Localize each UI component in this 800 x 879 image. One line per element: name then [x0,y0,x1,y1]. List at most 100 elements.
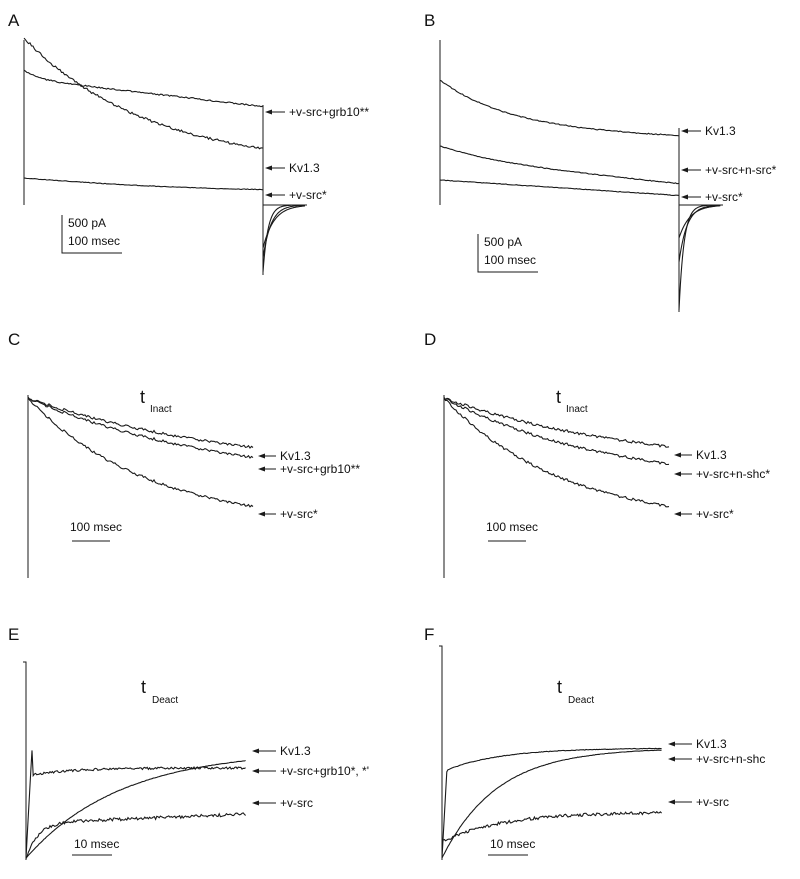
series-arrow [265,165,285,171]
scale-bar-time-label: 100 msec [68,234,120,248]
tail-current-1 [262,204,305,273]
tau-subscript: Inact [566,404,588,415]
series-arrow [681,194,701,200]
panel-b: B Kv1.3 +v-src+n-src* +v-src* 500 pA 100 msec [424,11,777,312]
scale-bar: 10 msec [488,837,535,856]
scale-bar-time-label: 10 msec [74,837,119,851]
series-label: +v-src+n-src* [705,163,777,177]
panel-f: F Kv1.3+v-src+n-shc +v-src t Deact 10 msec [424,625,765,860]
tau-symbol: t [140,387,145,407]
series-arrow [265,109,285,115]
panel-label: F [424,625,434,644]
panel-label: C [8,330,20,349]
scale-bar-current-label: 500 pA [484,235,522,249]
series-label: Kv1.3 [705,124,736,138]
series-label: +v-src [696,795,729,809]
trace-3 [23,37,263,150]
panel-c: C Kv1.3+v-src+grb10** +v-src* t Inact 100 mse… [8,330,360,578]
series-arrow [668,741,692,747]
trace-1 [439,179,679,196]
trace-3 [27,397,254,508]
series-label: +v-src+n-shc [696,752,765,766]
panel-a: A +v-src+grb10** Kv1.3 +v-src* 500 pA 100 mse… [8,11,369,275]
series-label: +v-src+grb10** [280,462,360,476]
tau-symbol: t [556,387,561,407]
tau-label: t Inact [556,387,588,415]
trace-3 [25,812,246,860]
series-label: Kv1.3 [280,744,311,758]
series-arrow [252,768,276,774]
series-label: +v-src* [289,188,327,202]
scale-bar: 100 msec [486,520,538,542]
scale-bar-current-label: 500 pA [68,216,106,230]
panel-label: D [424,330,436,349]
series-label: +v-src* [280,507,318,521]
scale-bar-time-label: 10 msec [490,837,535,851]
series-arrow [674,471,692,477]
trace-2 [439,145,679,185]
trace-3 [443,397,670,508]
series-arrow [668,756,692,762]
trace-1 [443,397,670,448]
trace-2 [443,397,670,466]
tail-current-2 [678,204,721,263]
tail-current-1 [678,204,721,311]
series-arrow [681,128,701,134]
series-label: Kv1.3 [280,449,311,463]
tail-current-3 [678,205,721,239]
trace-2 [27,396,254,459]
tail-current-3 [262,205,306,249]
trace-3 [441,810,662,844]
series-label: +v-src+n-shc* [696,467,770,481]
scale-bar: 500 pA 100 msec [477,234,538,273]
scale-bar-time-label: 100 msec [70,520,122,534]
series-arrow [674,452,692,458]
series-arrow [668,799,692,805]
series-arrow [252,748,276,754]
tau-subscript: Inact [150,404,172,415]
panel-label: B [424,11,435,30]
scale-bar: 500 pA 100 msec [61,215,122,254]
trace-1 [27,396,254,449]
trace-2 [25,750,246,859]
series-label: +v-src* [696,507,734,521]
trace-1 [23,177,263,191]
series-arrow [258,453,276,459]
tau-subscript: Deact [152,695,178,706]
trace-2 [441,747,662,858]
tau-label: t Inact [140,387,172,415]
voltage-step [23,661,27,860]
panel-label: A [8,11,20,30]
panel-d: D Kv1.3 +v-src+n-shc* +v-src* t Inact 100 msec [424,330,770,578]
scale-bar: 100 msec [70,520,122,542]
tau-symbol: t [141,677,146,697]
panel-label: E [8,625,19,644]
series-arrow [258,511,276,517]
series-label: +v-src* [705,190,743,204]
series-label: +v-src+grb10*, *' [280,764,369,778]
scale-bar-time-label: 100 msec [486,520,538,534]
series-label: Kv1.3 [696,448,727,462]
tau-subscript: Deact [568,695,594,706]
series-label: +v-src+grb10** [289,105,369,119]
scale-bar-time-label: 100 msec [484,253,536,267]
series-arrow [252,800,276,806]
series-arrow [258,466,276,472]
series-arrow [265,192,285,198]
tail-current-2 [262,204,305,259]
voltage-step [439,645,443,860]
series-arrow [681,167,701,173]
tau-label: t Deact [141,677,178,706]
series-arrow [674,511,692,517]
trace-2 [23,69,263,108]
tau-label: t Deact [557,677,594,706]
trace-3 [439,79,679,137]
scale-bar: 10 msec [72,837,119,856]
panel-e: E Kv1.3 +v-src+grb10*, *' +v-src t Deact 10 ms… [8,625,369,860]
tau-symbol: t [557,677,562,697]
series-label: Kv1.3 [289,161,320,175]
trace-1 [25,759,246,859]
trace-1 [441,749,662,859]
series-label: Kv1.3 [696,737,727,751]
